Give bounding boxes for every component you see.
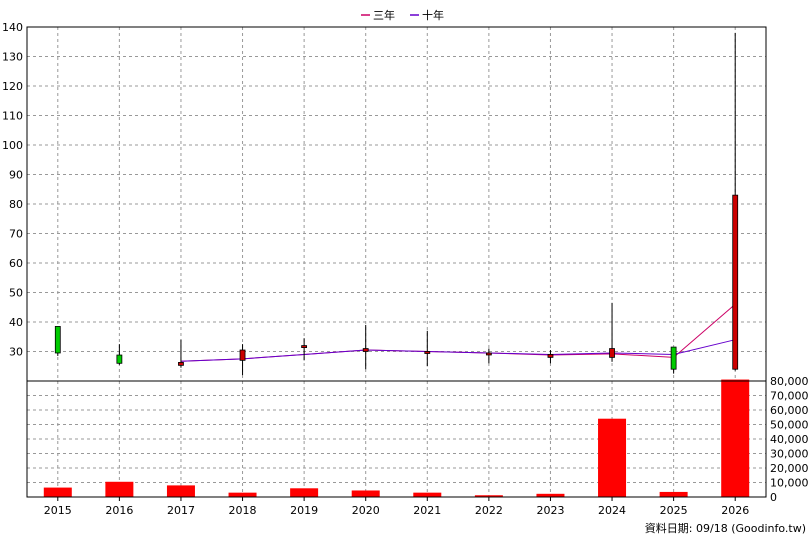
price-tick-label: 80 xyxy=(9,198,23,211)
price-tick-label: 110 xyxy=(2,110,23,123)
volume-bar-2026 xyxy=(721,379,750,497)
price-tick-label: 70 xyxy=(9,228,23,241)
candle-body-2025 xyxy=(670,346,677,370)
legend-label-3yr: 三年 xyxy=(373,8,395,22)
volume-tick-label: 30,000 xyxy=(770,448,808,461)
volume-tick-label: 60,000 xyxy=(770,404,808,417)
volume-bar-2025 xyxy=(659,491,688,497)
candle-body-2021 xyxy=(424,351,431,354)
x-tick-label: 2019 xyxy=(290,504,318,517)
x-axis: 2015 2016 2017 2018 2019 2020 2021 2022 2023 2024… xyxy=(44,497,749,517)
volume-tick-label: 0 xyxy=(770,491,777,504)
volume-bar-2023 xyxy=(536,493,565,497)
candle-body-2016 xyxy=(116,354,123,364)
x-tick-label: 2020 xyxy=(352,504,380,517)
volume-bar-2018 xyxy=(228,492,257,497)
candle-body-2019 xyxy=(301,345,308,349)
candle-body-2015 xyxy=(54,326,61,354)
candle-body-2024 xyxy=(609,348,615,358)
x-tick-label: 2018 xyxy=(229,504,257,517)
x-tick-label: 2022 xyxy=(475,504,503,517)
volume-bar-2017 xyxy=(166,485,195,497)
price-tick-label: 90 xyxy=(9,169,23,182)
volume-tick-label: 80,000 xyxy=(770,375,808,388)
price-tick-label: 140 xyxy=(2,21,23,34)
price-tick-label: 100 xyxy=(2,139,23,152)
candle-body-2018 xyxy=(239,349,246,361)
volume-bar-2015 xyxy=(43,487,72,497)
volume-bar-2024 xyxy=(598,418,627,497)
price-tick-label: 30 xyxy=(9,346,23,359)
candle-body-2026 xyxy=(732,194,739,370)
legend: 三年 十年 xyxy=(361,8,444,22)
price-tick-label: 120 xyxy=(2,80,23,93)
volume-bar-2022 xyxy=(474,495,503,497)
volume-bar-2021 xyxy=(413,492,442,497)
x-tick-label: 2026 xyxy=(721,504,749,517)
volume-plot-frame xyxy=(26,380,767,498)
candle-body-2023 xyxy=(547,354,554,358)
legend-label-10yr: 十年 xyxy=(422,8,444,22)
candle-body-2022 xyxy=(485,352,492,356)
average-line-十年 xyxy=(180,339,736,362)
volume-bar-2019 xyxy=(290,488,319,497)
price-tick-label: 60 xyxy=(9,257,23,270)
volume-tick-label: 70,000 xyxy=(770,390,808,403)
volume-bar-2016 xyxy=(105,481,134,497)
price-tick-label: 50 xyxy=(9,287,23,300)
x-tick-label: 2025 xyxy=(660,504,688,517)
candle-body-2020 xyxy=(362,348,369,352)
x-tick-label: 2023 xyxy=(536,504,564,517)
candle-body-2017 xyxy=(178,362,184,366)
price-tick-label: 40 xyxy=(9,316,23,329)
price-panel: 30 40 50 60 70 80 90 100 110 120 130 140 xyxy=(2,21,767,497)
footer-note: 資料日期: 09/18 (Goodinfo.tw) xyxy=(645,521,806,535)
x-tick-label: 2017 xyxy=(167,504,195,517)
x-tick-label: 2016 xyxy=(105,504,133,517)
volume-tick-label: 50,000 xyxy=(770,419,808,432)
volume-tick-label: 40,000 xyxy=(770,433,808,446)
price-tick-label: 130 xyxy=(2,51,23,64)
x-tick-label: 2021 xyxy=(413,504,441,517)
volume-tick-label: 10,000 xyxy=(770,477,808,490)
volume-tick-label: 20,000 xyxy=(770,462,808,475)
x-tick-label: 2015 xyxy=(44,504,72,517)
x-tick-label: 2024 xyxy=(598,504,626,517)
volume-bar-2020 xyxy=(351,490,380,497)
